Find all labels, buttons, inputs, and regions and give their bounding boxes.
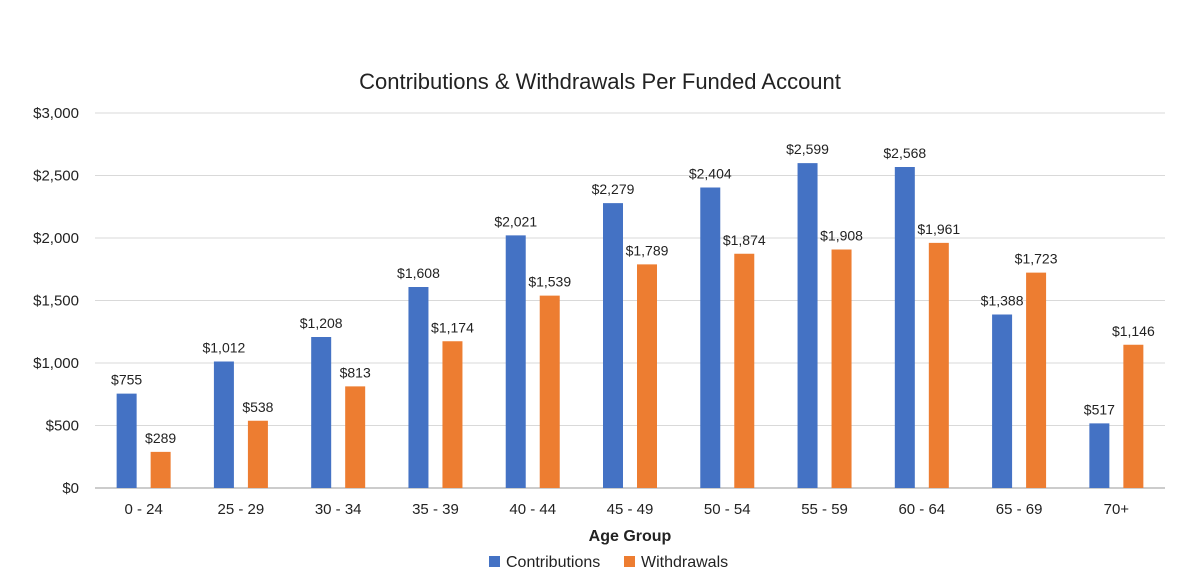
x-tick-label: 60 - 64: [898, 501, 945, 518]
data-labels: $755 $289 $1,012 $538 $1,208 $813 $1,608 $1,174…: [111, 141, 1155, 446]
data-label-contributions: $2,568: [883, 145, 926, 161]
bar-withdrawals-6: [734, 253, 755, 488]
bar-withdrawals-7: [831, 249, 852, 488]
legend-swatch-contributions: [489, 556, 500, 567]
gridlines: [95, 112, 1165, 489]
data-label-contributions: $2,279: [592, 181, 635, 197]
x-tick-label: 30 - 34: [315, 501, 362, 518]
bar-contributions-4: [505, 235, 526, 488]
y-tick-label: $500: [46, 418, 79, 435]
bar-contributions-8: [894, 167, 915, 488]
bar-contributions-9: [992, 314, 1013, 488]
legend-label-contributions: Contributions: [506, 554, 600, 571]
data-label-contributions: $1,388: [981, 293, 1024, 309]
data-label-withdrawals: $1,539: [528, 274, 571, 290]
x-tick-label: 50 - 54: [704, 501, 751, 518]
bar-contributions-2: [311, 337, 332, 488]
bars: [116, 163, 1144, 488]
bar-withdrawals-4: [539, 295, 560, 488]
data-label-contributions: $1,208: [300, 315, 343, 331]
x-tick-label: 65 - 69: [996, 501, 1043, 518]
x-axis-label: Age Group: [589, 528, 672, 545]
data-label-withdrawals: $1,961: [917, 221, 960, 237]
bar-withdrawals-10: [1123, 344, 1144, 488]
data-label-withdrawals: $1,789: [626, 242, 669, 258]
y-tick-label: $0: [62, 480, 79, 497]
data-label-contributions: $1,608: [397, 265, 440, 281]
data-label-withdrawals: $1,874: [723, 232, 766, 248]
bar-contributions-5: [603, 203, 623, 488]
y-tick-label: $1,500: [33, 293, 79, 310]
bar-withdrawals-1: [247, 420, 268, 488]
data-label-withdrawals: $1,174: [431, 319, 474, 335]
data-label-withdrawals: $1,146: [1112, 323, 1155, 339]
y-axis-ticks: $0 $500 $1,000 $1,500 $2,000 $2,500 $3,000: [33, 105, 79, 497]
data-label-withdrawals: $538: [242, 399, 273, 415]
legend-label-withdrawals: Withdrawals: [641, 554, 728, 571]
y-tick-label: $3,000: [33, 105, 79, 122]
x-tick-label: 45 - 49: [607, 501, 654, 518]
legend-swatch-withdrawals: [624, 556, 635, 567]
bar-contributions-0: [116, 393, 137, 488]
data-label-contributions: $1,012: [202, 340, 245, 356]
y-tick-label: $2,500: [33, 168, 79, 185]
bar-withdrawals-0: [150, 451, 171, 488]
data-label-contributions: $2,021: [494, 213, 537, 229]
x-tick-label: 40 - 44: [509, 501, 556, 518]
data-label-withdrawals: $1,723: [1015, 251, 1058, 267]
data-label-withdrawals: $813: [340, 364, 371, 380]
x-tick-label: 70+: [1104, 501, 1130, 518]
data-label-contributions: $2,404: [689, 166, 732, 182]
bar-withdrawals-5: [637, 264, 657, 488]
x-tick-label: 55 - 59: [801, 501, 848, 518]
data-label-withdrawals: $289: [145, 430, 176, 446]
x-tick-label: 25 - 29: [218, 501, 265, 518]
bar-withdrawals-8: [928, 242, 949, 488]
bar-withdrawals-3: [442, 341, 463, 488]
y-tick-label: $1,000: [33, 355, 79, 372]
x-tick-label: 0 - 24: [124, 501, 162, 518]
bar-contributions-10: [1089, 423, 1110, 488]
legend: Contributions Withdrawals: [489, 554, 728, 571]
bar-contributions-7: [797, 163, 818, 488]
bar-contributions-1: [213, 361, 234, 488]
bar-contributions-3: [408, 287, 429, 488]
bar-withdrawals-9: [1026, 272, 1047, 488]
x-axis-ticks: 0 - 24 25 - 29 30 - 34 35 - 39 40 - 44 45 - 4…: [124, 501, 1129, 518]
y-tick-label: $2,000: [33, 230, 79, 247]
x-tick-label: 35 - 39: [412, 501, 459, 518]
data-label-contributions: $2,599: [786, 141, 829, 157]
bar-contributions-6: [700, 187, 721, 488]
data-label-contributions: $517: [1084, 401, 1115, 417]
data-label-withdrawals: $1,908: [820, 228, 863, 244]
bar-withdrawals-2: [345, 386, 366, 488]
chart-title: Contributions & Withdrawals Per Funded A…: [359, 69, 841, 94]
data-label-contributions: $755: [111, 372, 142, 388]
